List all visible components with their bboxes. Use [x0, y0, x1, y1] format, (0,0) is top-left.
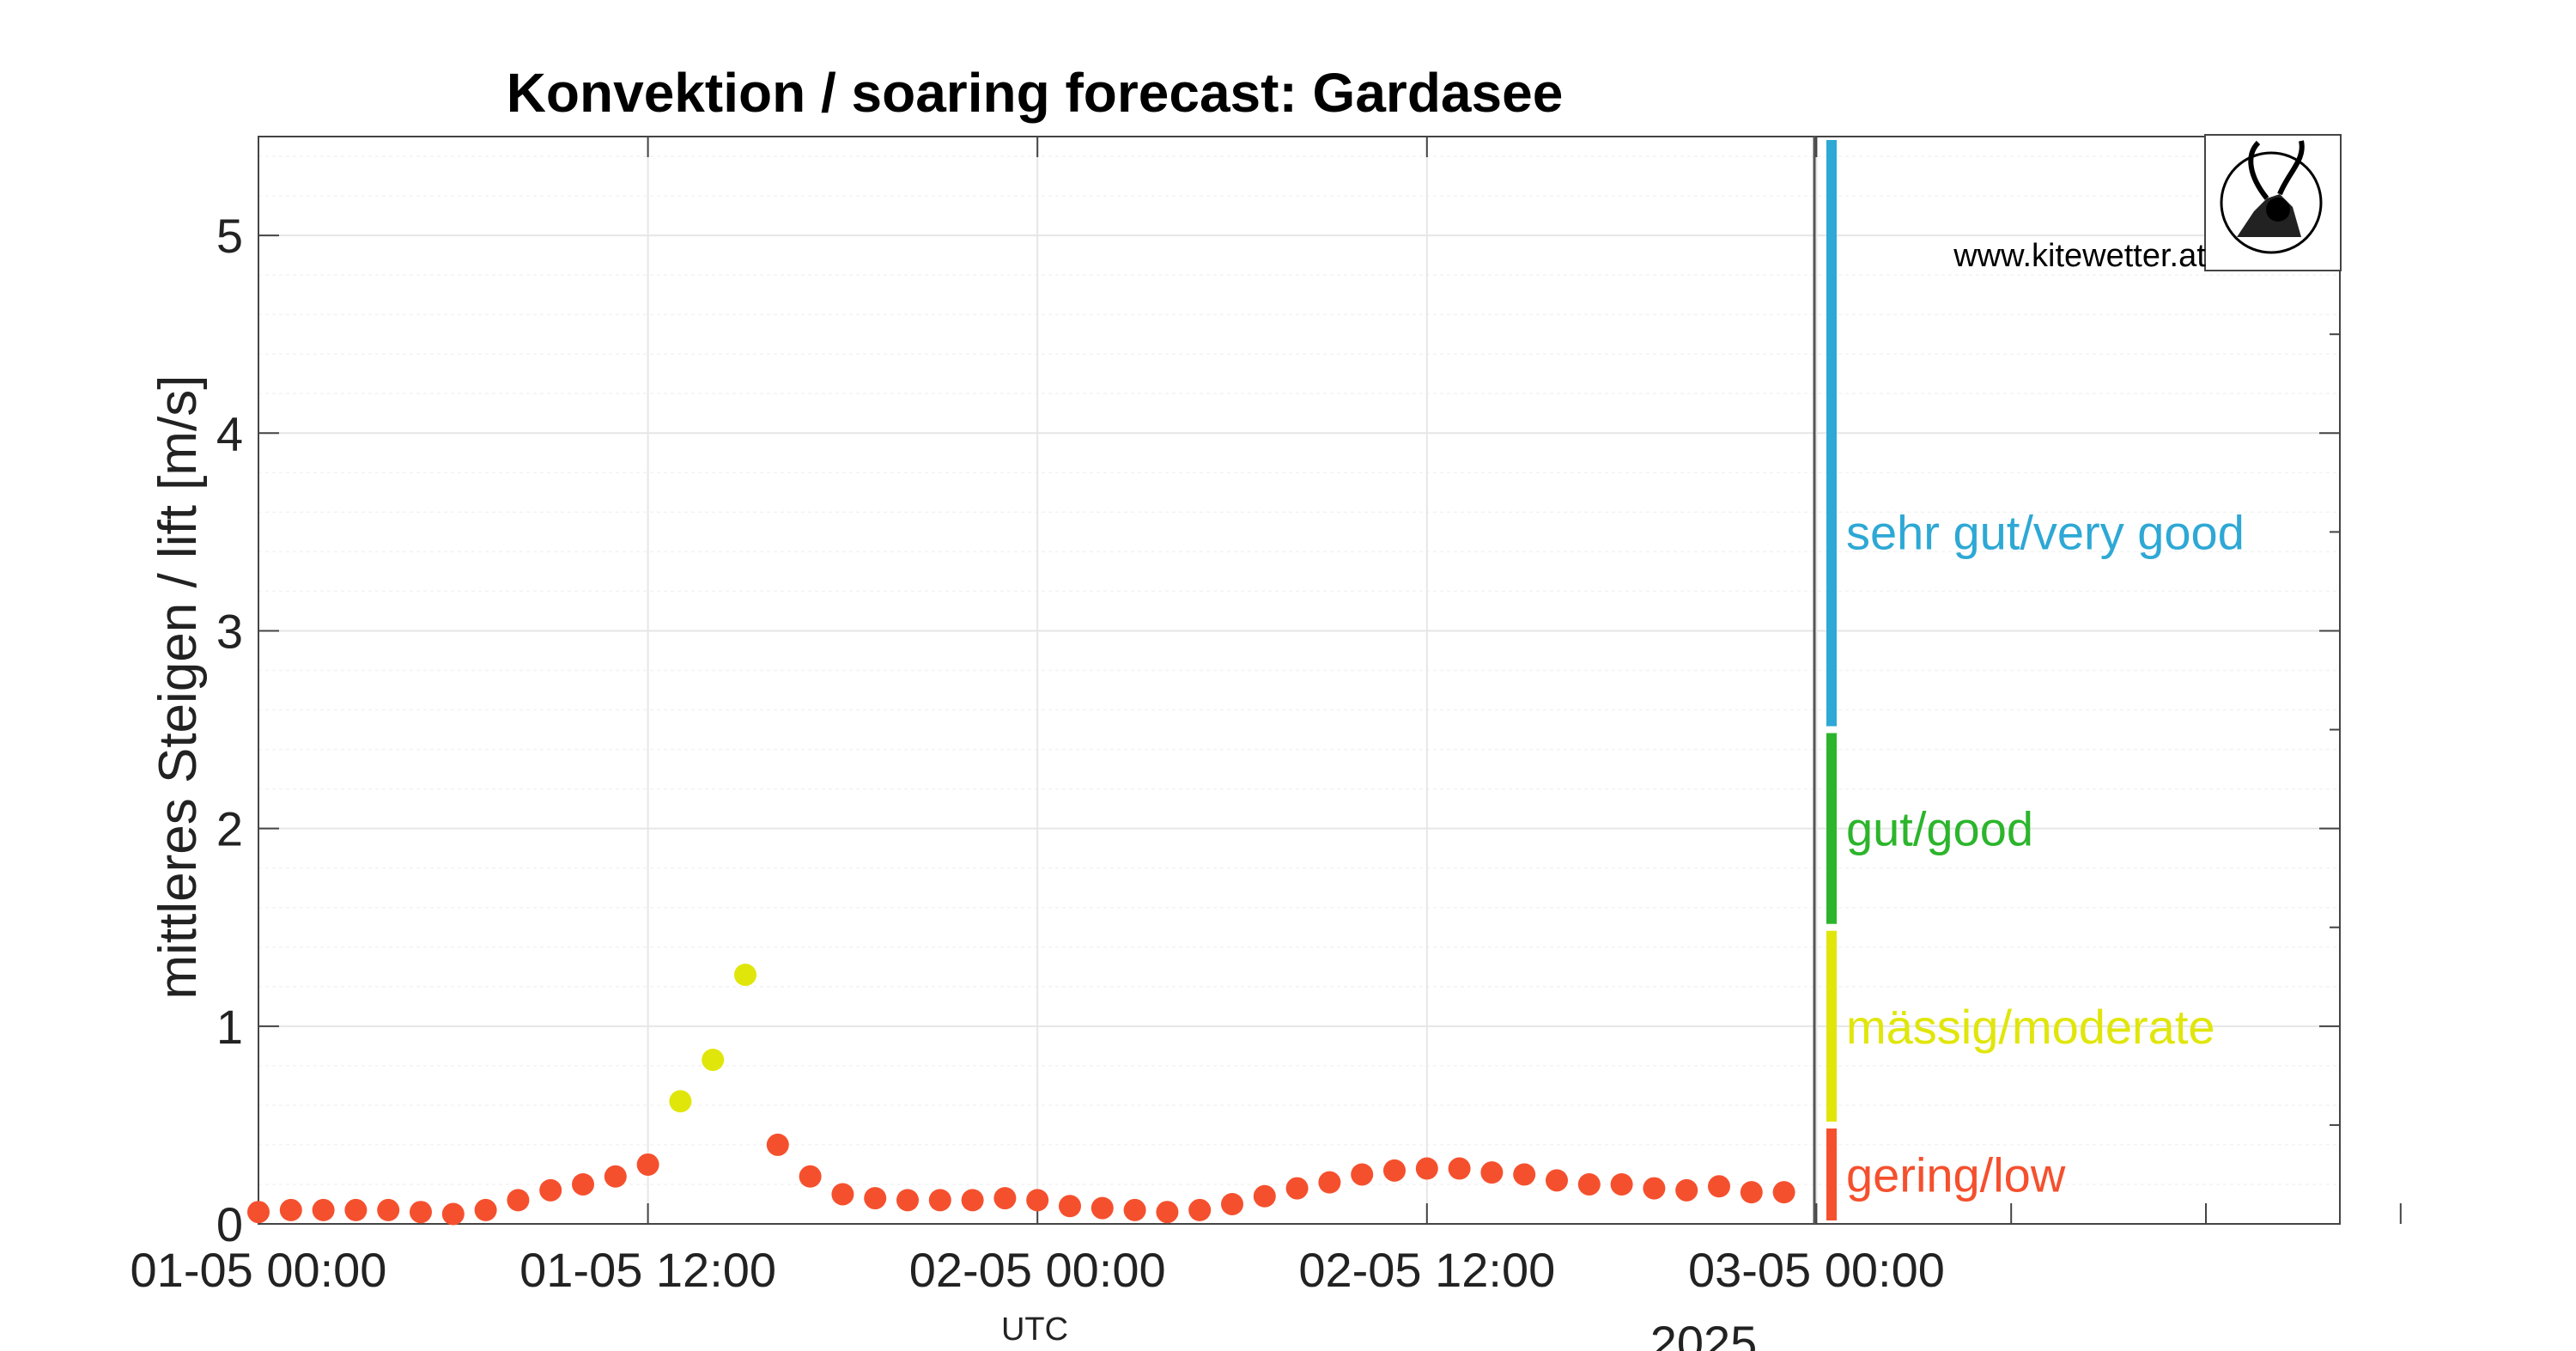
zone-bar	[1826, 930, 1837, 1122]
data-point	[1577, 1172, 1601, 1196]
data-point	[636, 1153, 659, 1176]
data-point	[1740, 1181, 1763, 1204]
data-point	[1546, 1169, 1568, 1192]
axis-ticks: 0 1 2 3 4 5 01-05 00:00 01-05 12:00 02-05 00:00 0…	[131, 137, 2402, 1297]
data-point	[896, 1189, 919, 1212]
data-point	[1091, 1196, 1114, 1220]
data-point	[928, 1189, 951, 1212]
data-point	[1156, 1201, 1179, 1224]
data-point	[344, 1198, 368, 1221]
zone-label: gering/low	[1846, 1147, 2066, 1202]
data-point	[312, 1198, 335, 1221]
data-point	[993, 1187, 1017, 1210]
y-tick-label: 2	[216, 802, 243, 856]
data-point	[1285, 1177, 1309, 1200]
data-point	[1480, 1161, 1504, 1184]
logo-box	[2204, 134, 2342, 271]
data-point	[799, 1165, 822, 1188]
y-tick-label: 4	[216, 406, 243, 460]
data-point	[766, 1133, 789, 1156]
data-point	[1351, 1163, 1374, 1186]
data-point	[1708, 1175, 1730, 1198]
data-point	[1610, 1172, 1633, 1196]
y-tick-label: 0	[216, 1197, 243, 1251]
data-points	[247, 963, 1795, 1226]
data-point	[539, 1178, 562, 1202]
data-point	[1253, 1184, 1276, 1208]
data-point	[572, 1172, 594, 1196]
rating-zones: sehr gut/very good gut/good mässig/moderat…	[1826, 140, 2245, 1220]
data-point	[1026, 1189, 1049, 1212]
x-tick-label: 01-05 00:00	[131, 1243, 387, 1297]
y-tick-label: 3	[216, 604, 243, 658]
data-point	[1221, 1192, 1243, 1215]
zone-label: mässig/moderate	[1846, 1000, 2215, 1054]
data-point	[279, 1198, 302, 1221]
zone-bar	[1826, 140, 1837, 727]
data-point	[474, 1198, 497, 1221]
plot-frame	[258, 136, 2341, 1225]
data-point	[669, 1090, 692, 1113]
data-point	[1448, 1157, 1471, 1180]
data-point	[247, 1201, 270, 1224]
data-point	[507, 1189, 530, 1212]
zone-bar	[1826, 733, 1837, 924]
x-tick-label: 02-05 00:00	[909, 1243, 1166, 1297]
zone-label: sehr gut/very good	[1846, 505, 2245, 559]
data-point	[1123, 1198, 1146, 1221]
website-url: www.kitewetter.at	[1953, 238, 2206, 274]
data-point	[734, 963, 756, 986]
x-tick-label: 02-05 12:00	[1298, 1243, 1555, 1297]
data-point	[1675, 1178, 1698, 1202]
data-point	[441, 1202, 465, 1226]
grid	[258, 137, 2340, 1224]
ibex-logo-icon	[2220, 140, 2323, 254]
zone-label: gut/good	[1846, 802, 2033, 856]
data-point	[1383, 1159, 1406, 1182]
zone-bar	[1826, 1128, 1837, 1220]
data-point	[1643, 1177, 1666, 1200]
chart-title: Konvektion / soaring forecast: Gardasee	[507, 62, 1564, 124]
data-point	[1772, 1181, 1795, 1204]
data-point	[831, 1183, 854, 1206]
data-point	[1318, 1171, 1341, 1194]
data-point	[1415, 1157, 1438, 1180]
y-tick-label: 5	[216, 209, 243, 263]
y-axis-label: mittleres Steigen / lift [m/s]	[149, 375, 208, 1000]
x-tick-label: 03-05 00:00	[1688, 1243, 1945, 1297]
data-point	[604, 1165, 627, 1188]
data-point	[961, 1189, 984, 1212]
y-tick-label: 1	[216, 1000, 243, 1054]
x-tick-label: 01-05 12:00	[519, 1243, 776, 1297]
data-point	[1059, 1195, 1081, 1218]
data-point	[410, 1201, 432, 1224]
year-label: 2025	[1650, 1316, 1758, 1351]
x-axis-label: UTC	[1001, 1311, 1068, 1348]
data-point	[377, 1198, 400, 1221]
data-point	[1188, 1198, 1212, 1221]
data-point	[1513, 1163, 1536, 1186]
data-point	[864, 1187, 887, 1210]
data-point	[702, 1048, 725, 1071]
